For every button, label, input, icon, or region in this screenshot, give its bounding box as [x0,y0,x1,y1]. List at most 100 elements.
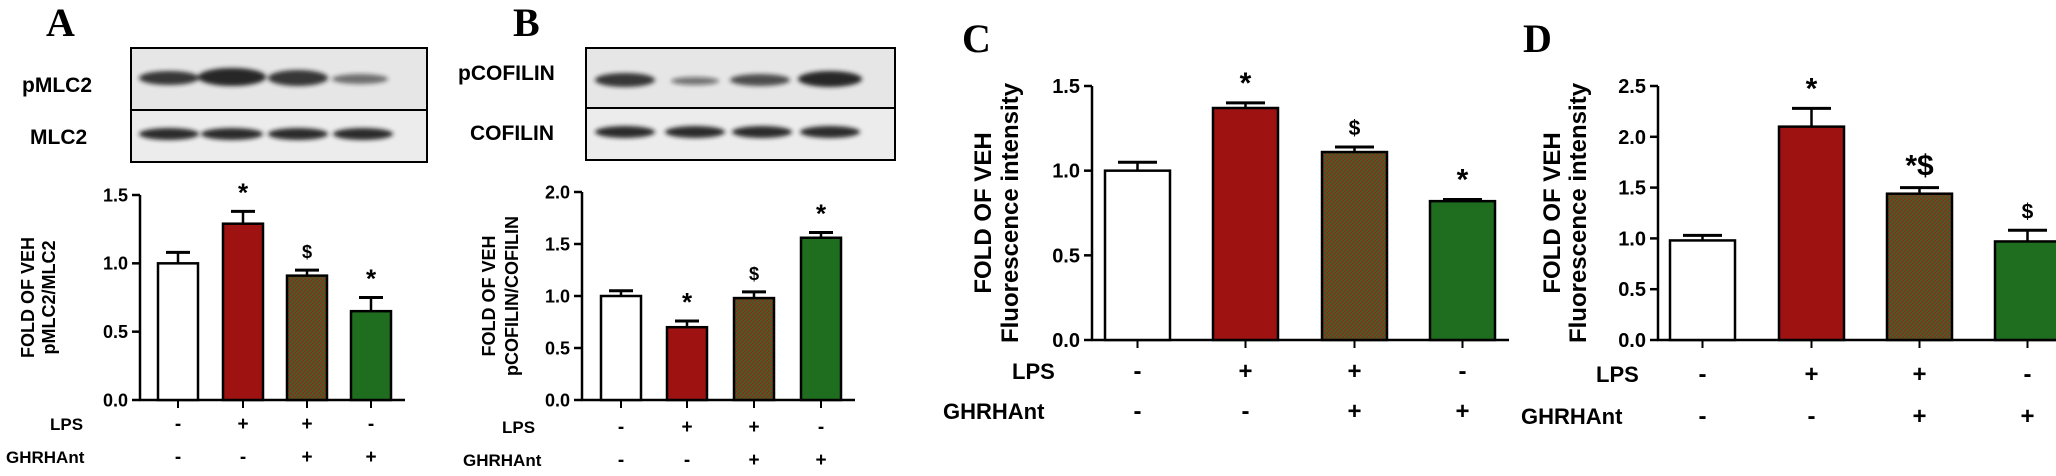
y-tick-label: 1.0 [545,286,570,306]
treatment-row-label: LPS [1596,362,1639,387]
bar [1993,240,2056,342]
y-tick-label: 0.0 [103,390,128,410]
treatment-sign: + [2020,403,2034,430]
y-axis-label: pCOFILIN/COFILIN [502,216,522,376]
treatment-sign: + [748,417,759,438]
significance-label: * [1457,163,1469,196]
bar [1885,192,1954,342]
bar [732,296,776,402]
treatment-sign: - [1699,361,1707,388]
treatment-row-label: LPS [50,415,83,434]
bar [349,309,393,402]
y-tick-label: 0.5 [103,322,128,342]
blot-b-top [585,47,896,119]
significance-label: * [1806,72,1818,105]
treatment-sign: - [175,414,181,435]
treatment-sign: - [1134,358,1142,385]
blot-a-bottom-label: MLC2 [30,126,87,149]
bar [665,325,709,402]
treatment-sign: - [684,450,690,471]
treatment-sign: + [1238,358,1252,385]
treatment-sign: - [1699,403,1707,430]
treatment-sign: + [1804,361,1818,388]
treatment-sign: + [365,447,376,468]
blot-a-top-label: pMLC2 [22,74,92,97]
y-tick-label: 0.0 [1618,330,1646,352]
treatment-sign: + [1912,403,1926,430]
panel-letter-d: D [1523,16,1552,61]
treatment-sign: + [301,414,312,435]
bar [599,294,643,402]
bar [1777,125,1846,342]
treatment-sign: - [818,417,824,438]
y-tick-label: 0.5 [1052,245,1080,267]
treatment-sign: + [1347,358,1361,385]
treatment-sign: + [1455,398,1469,425]
treatment-sign: - [1459,358,1467,385]
significance-label: *$ [1905,150,1934,183]
significance-label: * [682,287,693,317]
y-tick-label: 1.5 [1618,178,1646,200]
treatment-row-label: GHRHAnt [463,451,542,470]
treatment-sign: + [237,414,248,435]
y-tick-label: 0.0 [545,390,570,410]
bar [799,236,843,402]
significance-label: $ [1349,117,1361,140]
y-axis-label: FOLD OF VEH [1539,132,1566,293]
treatment-sign: - [1808,403,1816,430]
bar [1428,199,1497,342]
y-tick-label: 1.5 [103,185,128,205]
panel-letter-b: B [513,0,540,45]
bar [285,274,329,402]
treatment-row-label: GHRHAnt [1521,404,1623,429]
significance-label: * [1240,67,1252,100]
y-tick-label: 1.0 [1052,161,1080,183]
y-axis-label: Fluorescence intensity [997,82,1024,343]
blot-b-bottom-label: COFILIN [470,122,554,145]
y-axis-label: FOLD OF VEH [970,132,997,293]
significance-label: * [238,177,249,207]
chart-b: 0.0 0.5 1.0 1.5 2.0 FOLD OF VEH pCOFILIN/COFIL… [463,182,855,471]
y-tick-label: 1.5 [545,234,570,254]
y-tick-label: 0.0 [1052,330,1080,352]
significance-label: $ [302,242,312,262]
treatment-sign: + [1347,398,1361,425]
y-tick-label: 2.0 [1618,127,1646,149]
blot-a-top [130,47,428,120]
chart-c: 0.0 0.5 1.0 1.5 FOLD OF VEH Fluorescence inte… [943,67,1509,425]
y-tick-label: 1.5 [1052,76,1080,98]
panel-letter-c: C [962,16,991,61]
significance-label: * [816,199,827,229]
treatment-sign: - [175,447,181,468]
y-axis-label: pMLC2/MLC2 [39,241,59,355]
significance-label: $ [2022,200,2034,223]
panel-letter-a: A [46,0,75,45]
y-tick-label: 1.0 [1618,228,1646,250]
treatment-sign: + [748,450,759,471]
y-tick-label: 1.0 [103,254,128,274]
treatment-row-label: LPS [502,418,535,437]
treatment-sign: - [1134,398,1142,425]
treatment-sign: - [240,447,246,468]
treatment-row-label: GHRHAnt [6,448,85,467]
bar [156,262,200,402]
bar [1320,150,1389,342]
bar [1211,106,1280,342]
treatment-row-label: LPS [1012,359,1055,384]
treatment-sign: + [815,450,826,471]
treatment-sign: + [681,417,692,438]
y-tick-label: 2.5 [1618,76,1646,98]
treatment-sign: - [2024,361,2032,388]
y-tick-label: 0.5 [1618,279,1646,301]
significance-label: $ [749,264,759,284]
y-axis-label: Fluorescence intensity [1565,82,1592,343]
treatment-sign: - [618,450,624,471]
y-axis-label: FOLD OF VEH [479,236,499,357]
treatment-sign: + [301,447,312,468]
treatment-row-label: GHRHAnt [943,399,1045,424]
bar [1103,169,1172,342]
significance-label: * [366,264,377,294]
treatment-sign: - [368,414,374,435]
bar [1668,239,1737,342]
